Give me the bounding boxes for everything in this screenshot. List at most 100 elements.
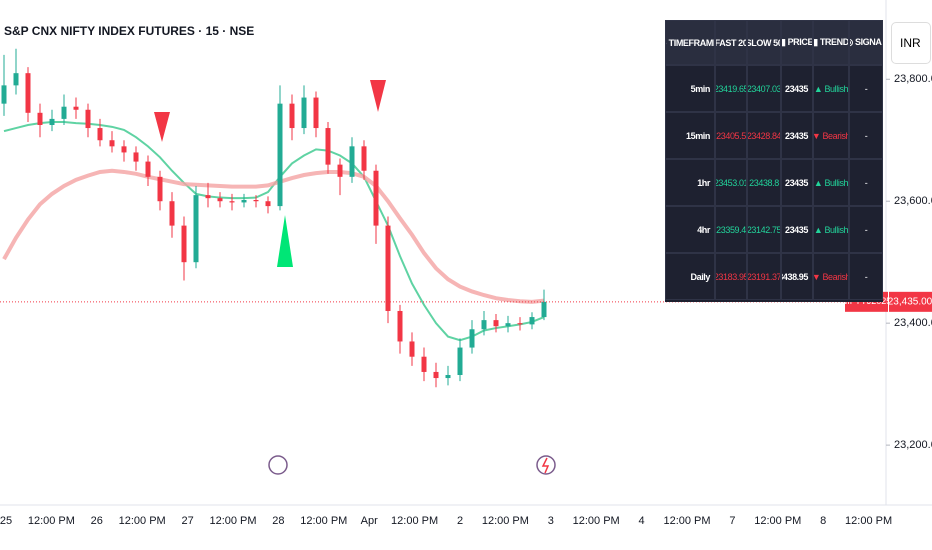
event-icon[interactable] [536, 455, 556, 475]
table-cell: ▼ Bearish [813, 253, 849, 300]
event-icon[interactable] [268, 455, 288, 475]
candle-body [313, 97, 319, 129]
table-cell: ● TIMEFRAME [665, 20, 715, 65]
table-cell: 23428.84 [747, 112, 781, 159]
candle-body [217, 198, 223, 202]
candle-body [85, 109, 91, 129]
candle-body [49, 118, 55, 125]
candle-body [25, 73, 31, 113]
table-cell: 23419.65 [715, 65, 747, 112]
x-tick-label: 12:00 PM [754, 515, 801, 527]
table-cell: SLOW 50 [747, 20, 781, 65]
table-cell: ◎ SIGNAL [849, 20, 883, 65]
table-cell: 5min [665, 65, 715, 112]
candle-body [385, 225, 391, 311]
candle-body [61, 106, 67, 119]
candle-body [445, 375, 451, 379]
price-label: 23,435.00 [888, 296, 932, 307]
x-tick-label: 2 [457, 515, 463, 527]
table-cell: 23438.95 [781, 253, 813, 300]
candle-body [109, 140, 115, 147]
candle-body [325, 128, 331, 165]
candle-body [37, 112, 43, 125]
candle-body [241, 200, 247, 203]
candle-body [13, 73, 19, 86]
candle-body [169, 201, 175, 226]
table-cell: 23435 [781, 65, 813, 112]
price-tag [889, 291, 932, 312]
x-tick-label: 8 [820, 515, 826, 527]
table-cell: - [849, 159, 883, 206]
y-tick-label: 23,600.00 [894, 195, 932, 207]
candle-body [409, 341, 415, 357]
candle-body [505, 323, 511, 327]
candle-body [337, 164, 343, 177]
x-tick-label: 12:00 PM [482, 515, 529, 527]
candle-body [193, 195, 199, 263]
x-tick-label: 28 [272, 515, 284, 527]
ma-line [3, 120, 545, 342]
candle-body [469, 329, 475, 348]
x-tick-label: 12:00 PM [845, 515, 892, 527]
x-tick-label: 12:00 PM [300, 515, 347, 527]
candle-body [1, 85, 7, 104]
table-cell: 23438.8 [747, 159, 781, 206]
table-cell: 23435 [781, 206, 813, 253]
table-cell: 15min [665, 112, 715, 159]
candle-body [457, 347, 463, 375]
candle-body [373, 170, 379, 226]
candle-body [277, 103, 283, 207]
candle-body [205, 195, 211, 199]
y-tick-label: 23,200.00 [894, 439, 932, 451]
x-tick-label: 26 [91, 515, 103, 527]
candle-body [481, 320, 487, 330]
table-cell: 23142.75 [747, 206, 781, 253]
y-tick-label: 23,800.00 [894, 73, 932, 85]
event-icon-glyph [541, 457, 550, 474]
x-tick-label: 12:00 PM [209, 515, 256, 527]
candle-body [145, 161, 151, 177]
table-cell: Daily [665, 253, 715, 300]
table-cell: 23405.5 [715, 112, 747, 159]
candle-body [157, 176, 163, 202]
x-tick-label: 12:00 PM [573, 515, 620, 527]
table-cell: - [849, 206, 883, 253]
table-cell: FAST 20 [715, 20, 747, 65]
candle-body [253, 200, 259, 202]
table-cell: ▮ TREND [813, 20, 849, 65]
buy-signal [277, 215, 293, 267]
x-tick-label: 4 [639, 515, 645, 527]
table-cell: ▮ PRICE [781, 20, 813, 65]
table-cell: ▲ Bullish [813, 65, 849, 112]
x-tick-label: 12:00 PM [119, 515, 166, 527]
ma-line [2, 168, 545, 304]
currency-button[interactable]: INR [891, 22, 931, 64]
table-cell: 23359.4 [715, 206, 747, 253]
candle-body [541, 301, 547, 318]
x-tick-label: 27 [181, 515, 193, 527]
table-cell: - [849, 112, 883, 159]
candle-body [529, 317, 535, 325]
candle-body [397, 310, 403, 342]
table-cell: 23183.95 [715, 253, 747, 300]
table-cell: 23453.01 [715, 159, 747, 206]
candle-body [229, 201, 235, 203]
x-tick-label: 7 [729, 515, 735, 527]
table-cell: ▼ Bearish [813, 112, 849, 159]
candle-body [433, 371, 439, 379]
table-cell: 1hr [665, 159, 715, 206]
candle-body [289, 103, 295, 129]
candle-body [301, 97, 307, 129]
y-tick-label: 23,400.00 [894, 317, 932, 329]
candle-body [133, 152, 139, 162]
sell-signal [154, 112, 170, 142]
chart-title: S&P CNX NIFTY INDEX FUTURES · 15 · NSE [4, 24, 254, 38]
candle-body [493, 320, 499, 327]
x-tick-label: Apr [361, 515, 378, 527]
candle-body [517, 323, 523, 325]
candle-body [361, 146, 367, 171]
x-tick-label: 3 [548, 515, 554, 527]
